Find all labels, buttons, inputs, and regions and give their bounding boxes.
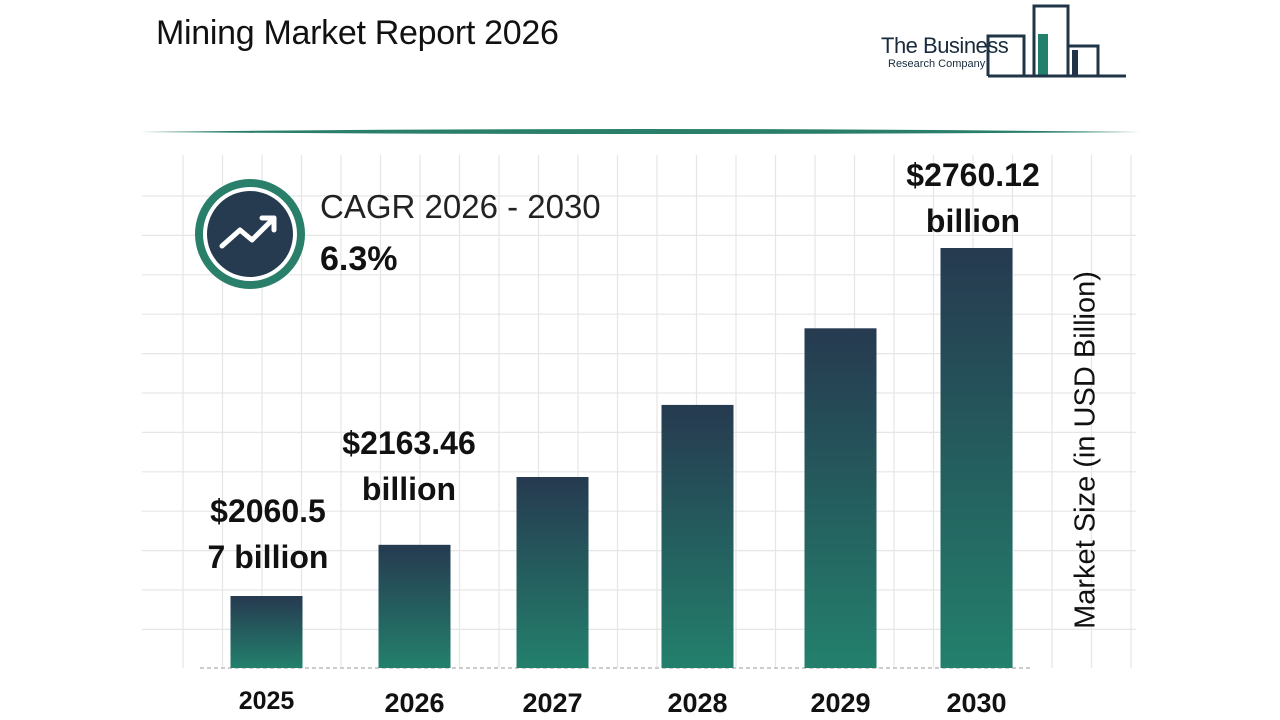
logo-buildings-icon: [986, 4, 1126, 78]
header-divider: [140, 129, 1140, 134]
bar-2029: [804, 328, 877, 668]
y-axis-label: Market Size (in USD Billion): [1069, 271, 1102, 629]
bar-2027: [516, 476, 589, 668]
data-label-2025: $2060.5 7 billion: [196, 488, 340, 580]
data-label-line: billion: [925, 203, 1021, 239]
bar-2028: [661, 404, 734, 668]
chart-bars: [230, 248, 1013, 668]
bar-2025: [230, 596, 303, 668]
data-label-line: $2760.12: [906, 157, 1040, 193]
x-tick-label-2025: 2025: [239, 687, 295, 715]
data-label-line: billion: [361, 471, 457, 507]
page-title: Mining Market Report 2026: [156, 14, 559, 52]
data-label-line: 7 billion: [207, 539, 329, 575]
data-label-line: $2060.5: [210, 493, 326, 529]
cagr-value: 6.3%: [320, 240, 398, 278]
x-tick-labels: 2025 2026 2027 2028 2029 2030: [239, 687, 1007, 718]
data-label-2026: $2163.46 billion: [324, 420, 494, 512]
x-tick-label-2030: 2030: [946, 688, 1006, 718]
x-tick-label-2027: 2027: [522, 688, 582, 718]
data-label-line: $2163.46: [342, 425, 476, 461]
x-tick-label-2026: 2026: [384, 688, 444, 718]
cagr-trend-up-icon: [195, 179, 305, 289]
x-tick-label-2028: 2028: [667, 688, 727, 718]
logo-text-secondary: Research Company: [888, 58, 986, 70]
x-tick-label-2029: 2029: [810, 688, 870, 718]
bar-2026: [378, 544, 451, 668]
bar-2030: [940, 248, 1013, 668]
data-label-2030: $2760.12 billion: [888, 152, 1058, 244]
cagr-label: CAGR 2026 - 2030: [320, 188, 601, 225]
